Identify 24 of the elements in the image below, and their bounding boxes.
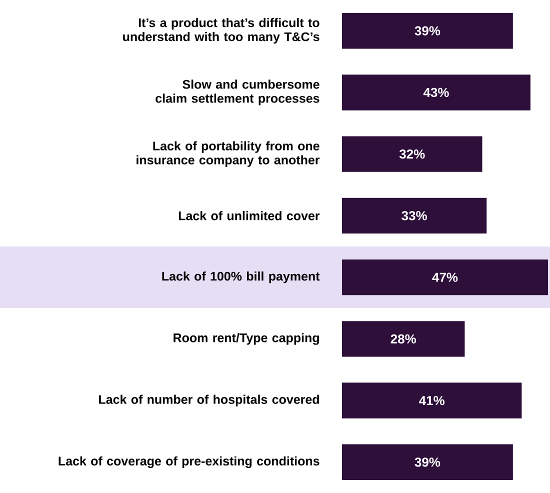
data-label: 43% [423,88,449,98]
y-tick-label: Lack of unlimited cover [178,211,320,220]
y-tick-label: It’s a product that’s difficult to understand with too many T&C’s [123,18,320,44]
bar [342,259,548,296]
bar [342,74,530,110]
data-label: 39% [414,458,440,467]
bar [342,321,465,357]
y-tick-label: Lack of 100% bill payment [162,271,320,284]
data-label: 39% [414,26,440,36]
data-label: 28% [390,334,416,344]
y-tick-label: Lack of number of hospitals covered [99,394,319,406]
data-label: 41% [419,396,445,406]
bar [342,444,513,480]
y-tick-label: Lack of coverage of pre-existing conditions [58,456,320,468]
y-tick-label: Slow and cumbersome claim settlement processes [156,80,320,106]
y-tick-label: Room rent/Type capping [174,333,319,345]
data-label: 32% [399,149,425,159]
data-label: 47% [432,272,458,282]
bar [342,198,487,234]
y-tick-label: Lack of portability from one insurance company to another [136,141,320,167]
bar [342,136,482,172]
data-label: 33% [402,211,427,220]
bar [342,12,513,49]
bar [342,382,522,418]
